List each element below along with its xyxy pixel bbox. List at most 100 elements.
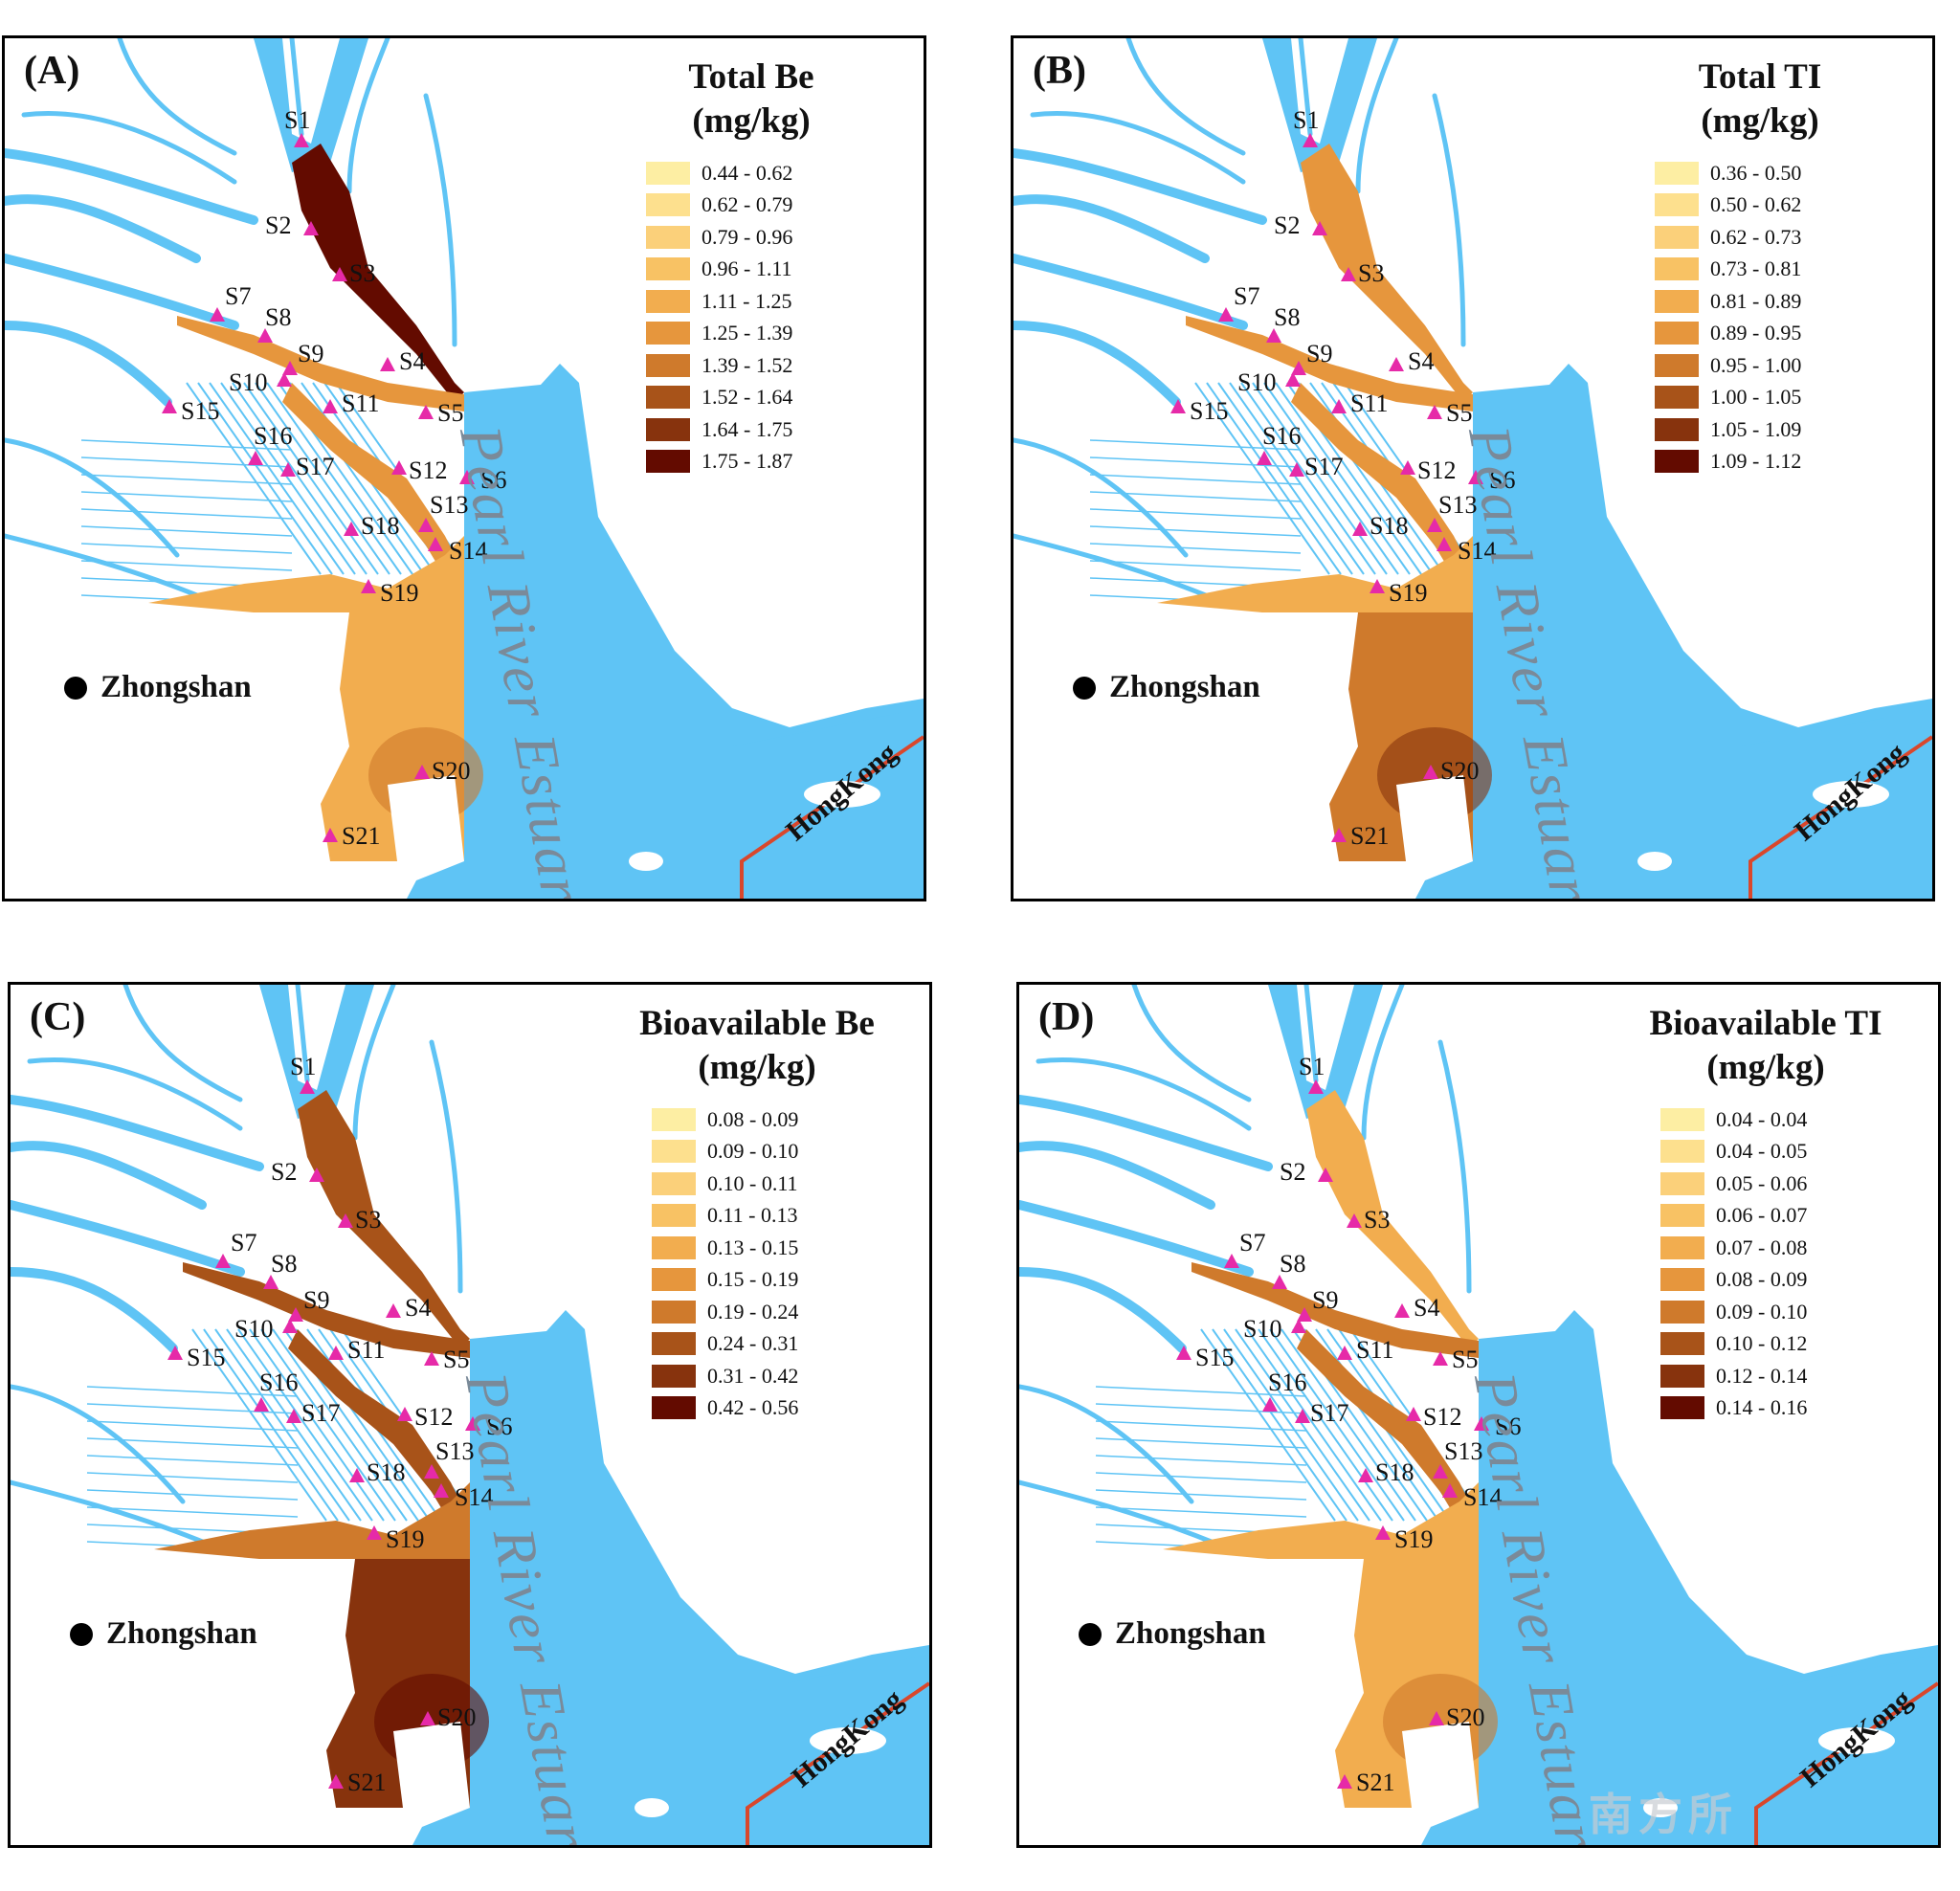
site-marker-s13: S13 — [418, 491, 468, 532]
site-marker-s8: S8 — [1266, 303, 1300, 343]
river-line — [1355, 38, 1399, 194]
triangle-marker-icon — [420, 1711, 435, 1725]
legend-range: 0.14 - 0.16 — [1716, 1395, 1808, 1420]
site-marker-s2: S2 — [1274, 211, 1327, 239]
map-canvas: S1S2S3S4S5S6S7S8S9S10S11S12S13S14S15S16S… — [5, 38, 924, 899]
site-label: S10 — [229, 368, 267, 396]
legend-range: 1.25 - 1.39 — [702, 321, 793, 345]
site-marker-s1: S1 — [290, 1053, 316, 1094]
border-line — [1748, 735, 1932, 899]
legend-item: 1.05 - 1.09 — [1655, 413, 1904, 446]
triangle-marker-icon — [1429, 1711, 1444, 1725]
legend-swatch — [1655, 450, 1699, 474]
legend-range: 0.15 - 0.19 — [707, 1267, 799, 1292]
legend-range: 0.12 - 0.14 — [1716, 1363, 1808, 1388]
legend-swatch — [1660, 1171, 1704, 1195]
triangle-marker-icon — [1312, 221, 1327, 235]
triangle-marker-icon — [328, 1346, 344, 1360]
site-marker-s13: S13 — [424, 1437, 474, 1479]
site-label: S9 — [1312, 1286, 1338, 1314]
river-line — [11, 1479, 224, 1552]
river-line — [1013, 437, 1189, 558]
site-marker-s7: S7 — [1224, 1229, 1265, 1268]
site-label: S2 — [1280, 1158, 1305, 1186]
triangle-marker-icon — [1427, 405, 1442, 419]
triangle-marker-icon — [1331, 828, 1347, 842]
river-line — [5, 254, 239, 330]
river-line — [1013, 148, 1267, 225]
triangle-marker-icon — [1347, 1213, 1362, 1228]
map-canvas: S1S2S3S4S5S6S7S8S9S10S11S12S13S14S15S16S… — [11, 985, 929, 1845]
site-label: S12 — [414, 1403, 453, 1431]
legend-swatch — [646, 225, 690, 249]
legend-range: 1.11 - 1.25 — [702, 288, 792, 313]
channel-upper — [292, 144, 464, 402]
triangle-marker-icon — [1389, 357, 1404, 371]
legend-range: 0.09 - 0.10 — [1716, 1299, 1808, 1324]
site-label: S7 — [1234, 282, 1259, 310]
triangle-marker-icon — [1352, 522, 1368, 536]
site-marker-s11: S11 — [1337, 1336, 1394, 1364]
site-marker-s11: S11 — [323, 389, 380, 417]
river-line — [1361, 985, 1405, 1141]
legend-item: 0.09 - 0.10 — [652, 1136, 901, 1168]
legend-range: 0.10 - 0.11 — [707, 1170, 798, 1195]
triangle-marker-icon — [1370, 579, 1385, 593]
river-line — [11, 1267, 178, 1353]
legend-item: 0.06 - 0.07 — [1660, 1200, 1909, 1233]
river-line — [1013, 194, 1210, 263]
site-label: S15 — [181, 397, 219, 425]
site-marker-s6: S6 — [465, 1413, 512, 1440]
legend-items: 0.44 - 0.62 0.62 - 0.79 0.79 - 0.96 0.96 - … — [646, 157, 895, 478]
site-marker-s21: S21 — [328, 1769, 386, 1796]
site-marker-s4: S4 — [386, 1294, 431, 1322]
border-line — [746, 1681, 929, 1845]
triangle-marker-icon — [1224, 1254, 1239, 1268]
legend-item: 0.08 - 0.09 — [1660, 1264, 1909, 1297]
site-marker-s1: S1 — [1299, 1053, 1325, 1094]
triangle-marker-icon — [328, 1774, 344, 1789]
legend-swatch — [652, 1107, 696, 1131]
site-label: S20 — [1440, 757, 1479, 785]
legend-range: 0.95 - 1.00 — [1710, 352, 1802, 377]
channel-upper — [1301, 144, 1473, 402]
city-dot-icon — [64, 676, 87, 700]
triangle-marker-icon — [459, 470, 475, 484]
triangle-marker-icon — [428, 537, 443, 551]
site-label: S2 — [271, 1158, 297, 1186]
river-line — [1013, 321, 1181, 407]
channel-middle — [177, 316, 464, 412]
site-label: S19 — [1389, 579, 1427, 607]
site-label: S13 — [1444, 1437, 1482, 1465]
site-label: S16 — [1268, 1368, 1306, 1396]
site-marker-s19: S19 — [361, 579, 418, 607]
legend-swatch — [652, 1396, 696, 1420]
river-line — [117, 38, 237, 156]
channel-middle — [1192, 1262, 1479, 1358]
site-label: S16 — [1262, 422, 1301, 450]
river-mouth — [254, 38, 368, 172]
legend-item: 0.15 - 0.19 — [652, 1264, 901, 1297]
site-label: S8 — [1280, 1250, 1305, 1278]
river-line — [1131, 985, 1252, 1102]
legend-swatch — [1660, 1107, 1704, 1131]
legend-item: 0.09 - 0.10 — [1660, 1296, 1909, 1328]
watermark: 南方所 — [1589, 1791, 1738, 1839]
legend-title: Bioavailable Be (mg/kg) — [639, 1004, 875, 1087]
river-line — [11, 1141, 207, 1210]
river-line — [1303, 985, 1319, 1083]
legend-range: 0.19 - 0.24 — [707, 1299, 799, 1324]
site-marker-s16: S16 — [1257, 422, 1301, 465]
site-label: S12 — [1417, 456, 1456, 484]
river-mouth — [1268, 985, 1383, 1119]
site-marker-s1: S1 — [1293, 106, 1319, 147]
city-marker: Zhongshan — [1073, 670, 1260, 705]
triangle-marker-icon — [263, 1275, 278, 1289]
triangle-marker-icon — [1170, 399, 1186, 413]
site-marker-s18: S18 — [349, 1458, 405, 1486]
legend-swatch — [1655, 386, 1699, 410]
site-label: S21 — [342, 822, 380, 850]
river-line — [1019, 1141, 1215, 1210]
triangle-marker-icon — [1358, 1468, 1373, 1482]
site-marker-s20: S20 — [1423, 757, 1479, 785]
